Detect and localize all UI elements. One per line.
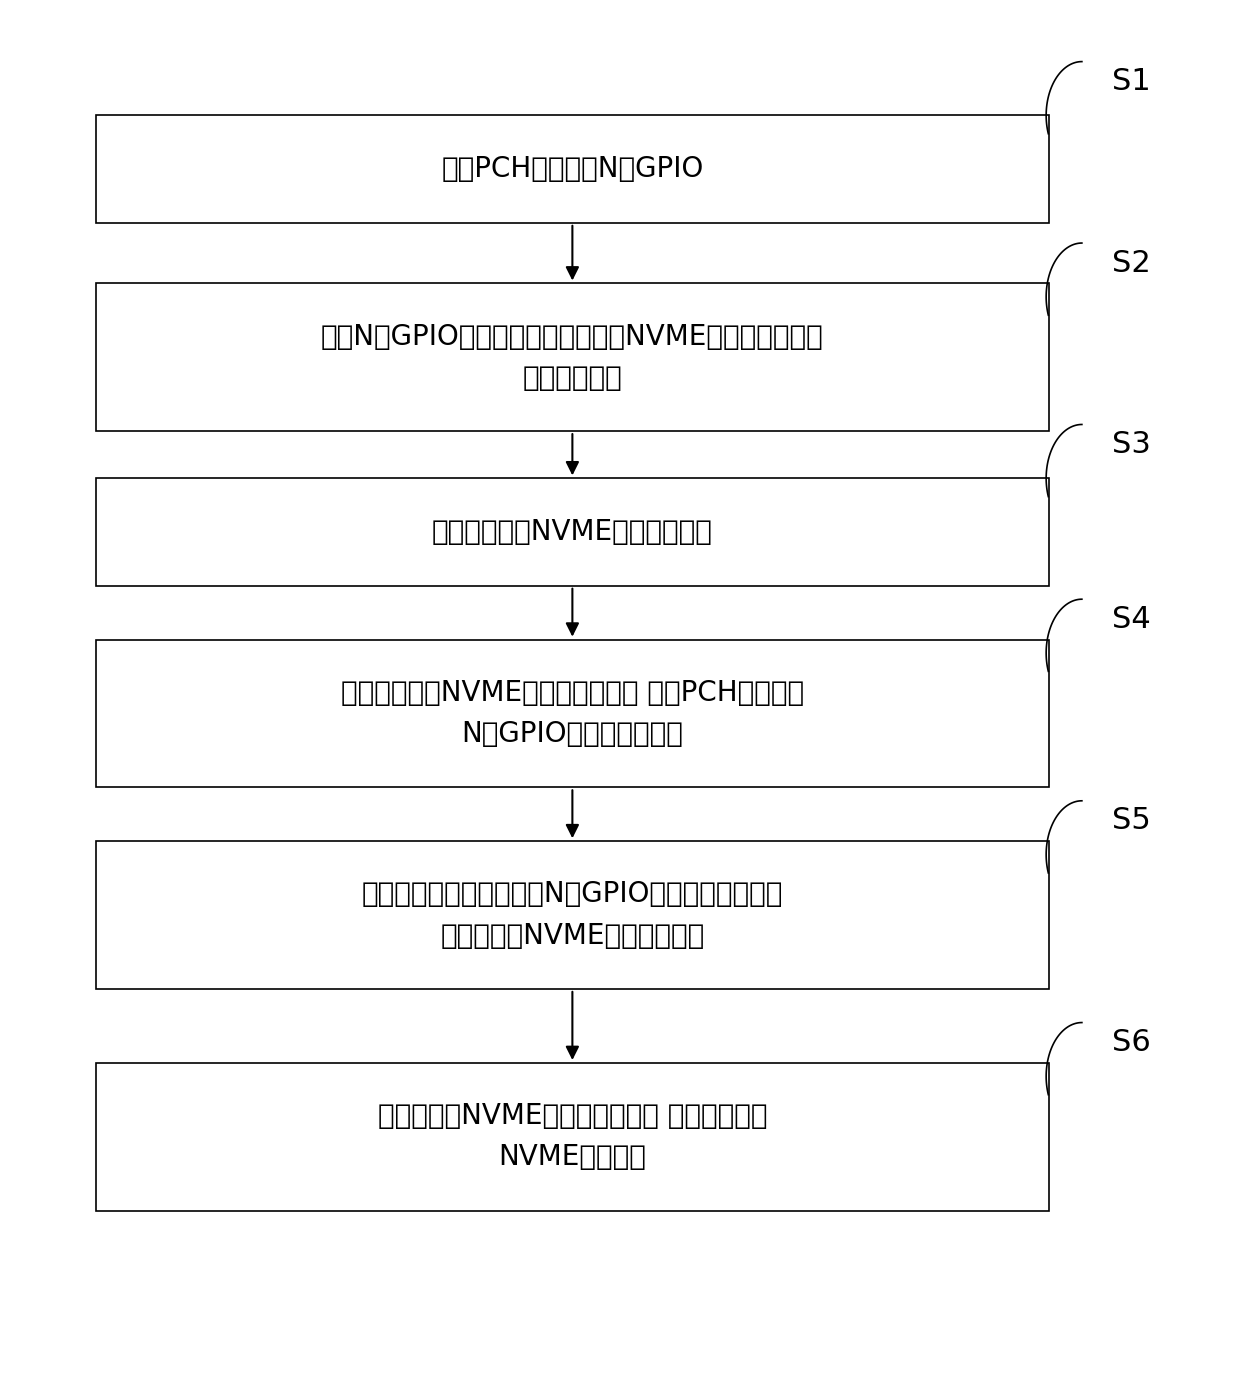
Text: 根据待排序的NVME硬盘配置类型， 驱动PCH上相应的
N个GPIO的高低电平信号: 根据待排序的NVME硬盘配置类型， 驱动PCH上相应的 N个GPIO的高低电平信…	[341, 679, 804, 748]
Text: 根据当前的NVME硬盘配置类型， 生成排序后的
NVME硬盘信息: 根据当前的NVME硬盘配置类型， 生成排序后的 NVME硬盘信息	[378, 1102, 768, 1172]
Text: 建立N个GPIO的高低电平信号与不同NVME硬盘配置类型之
间的映射关系: 建立N个GPIO的高低电平信号与不同NVME硬盘配置类型之 间的映射关系	[321, 322, 823, 392]
FancyBboxPatch shape	[97, 479, 1049, 585]
Text: 根据所述映射关系和当前N个GPIO的高低电平信号，
确定当前的NVME硬盘配置类型: 根据所述映射关系和当前N个GPIO的高低电平信号， 确定当前的NVME硬盘配置类…	[362, 881, 784, 949]
FancyBboxPatch shape	[97, 640, 1049, 787]
FancyBboxPatch shape	[97, 115, 1049, 223]
Text: S1: S1	[1111, 67, 1151, 97]
Text: 获取待排序的NVME硬盘配置类型: 获取待排序的NVME硬盘配置类型	[432, 518, 713, 546]
Text: 选定PCH上空余的N个GPIO: 选定PCH上空余的N个GPIO	[441, 155, 703, 183]
Text: S2: S2	[1111, 249, 1151, 277]
Text: S3: S3	[1111, 430, 1151, 459]
Text: S5: S5	[1111, 806, 1151, 836]
Text: S6: S6	[1111, 1028, 1151, 1057]
FancyBboxPatch shape	[97, 283, 1049, 431]
Text: S4: S4	[1111, 605, 1151, 634]
FancyBboxPatch shape	[97, 841, 1049, 988]
FancyBboxPatch shape	[97, 1063, 1049, 1211]
